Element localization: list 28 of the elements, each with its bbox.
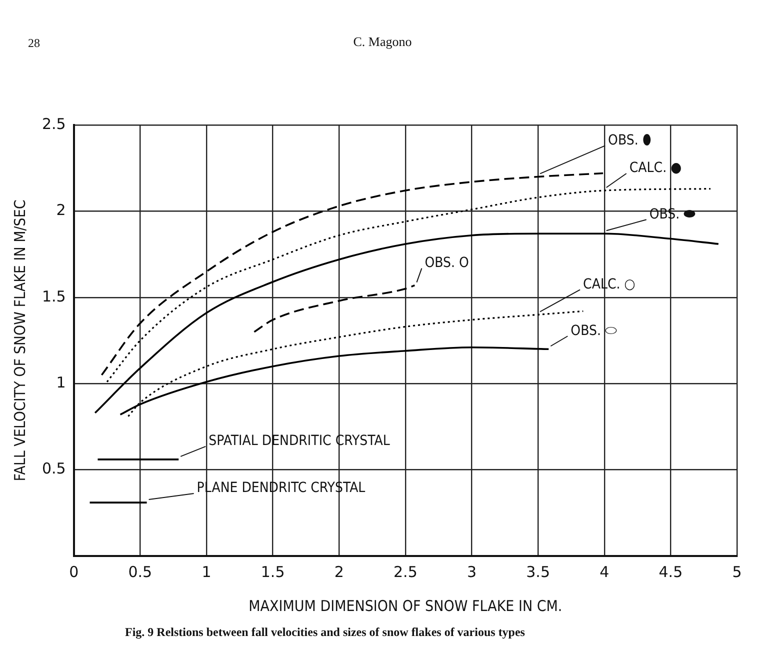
x-tick-label: 0 bbox=[69, 562, 79, 581]
series-label: OBS. ⬭ bbox=[570, 322, 617, 339]
x-tick-label: 0.5 bbox=[128, 562, 152, 581]
caption: Fig. 9 Relstions between fall velocities and sizes of snow flakes of various types bbox=[125, 625, 526, 640]
x-tick-label: 2 bbox=[334, 562, 344, 581]
x-tick-label: 2.5 bbox=[394, 562, 418, 581]
text: C. Magono bbox=[353, 34, 412, 49]
y-axis-title: FALL VELOCITY OF SNOW FLAKE IN M/SEC bbox=[10, 200, 29, 482]
series-label: OBS. ⬮ bbox=[608, 132, 652, 148]
series-label: OBS. O bbox=[424, 254, 470, 271]
x-tick-label: 1 bbox=[202, 562, 212, 581]
x-tick-label: 3 bbox=[466, 562, 477, 581]
line-series bbox=[106, 188, 712, 383]
line-series bbox=[94, 232, 720, 414]
x-tick-label: 4.5 bbox=[658, 562, 683, 581]
y-tick-label: 1 bbox=[56, 373, 66, 392]
x-tick-label: 5 bbox=[732, 562, 742, 581]
y-tick-label: 0.5 bbox=[42, 460, 66, 478]
y-tick-label: 2.5 bbox=[42, 114, 66, 133]
series-label: CALC. ● bbox=[629, 160, 682, 176]
x-axis-title: MAXIMUM DIMENSION OF SNOW FLAKE IN CM. bbox=[248, 596, 562, 615]
line-series bbox=[253, 284, 416, 333]
text: 28 bbox=[28, 36, 40, 51]
y-tick-label: 1.5 bbox=[42, 287, 66, 306]
x-tick-label: 3.5 bbox=[526, 562, 550, 581]
y-tick-label: 2 bbox=[56, 201, 66, 220]
x-tick-label: 1.5 bbox=[260, 562, 285, 581]
x-tick-label: 4 bbox=[600, 562, 610, 581]
